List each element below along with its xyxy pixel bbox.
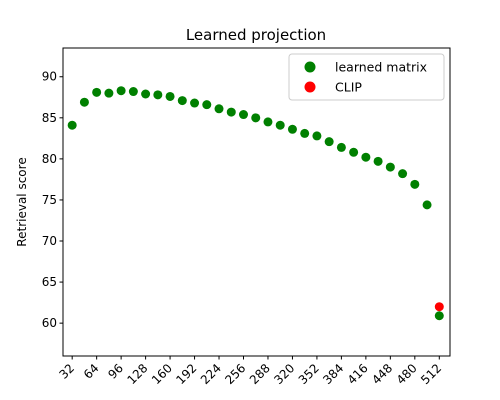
x-tick-label: 224 — [198, 361, 224, 387]
data-point — [141, 89, 151, 99]
legend-label: learned matrix — [335, 60, 427, 75]
x-tick-label: 352 — [296, 361, 322, 387]
data-point — [251, 113, 261, 123]
data-point — [373, 156, 383, 166]
data-point — [67, 120, 77, 130]
data-point — [312, 131, 322, 141]
y-tick-label: 90 — [42, 70, 57, 84]
data-point — [104, 88, 114, 98]
y-tick-label: 70 — [42, 234, 57, 248]
legend-marker — [304, 81, 316, 93]
data-points — [67, 86, 444, 321]
y-axis-label: Retrieval score — [15, 157, 29, 246]
x-tick-label: 32 — [56, 361, 77, 382]
data-point — [263, 117, 273, 127]
x-tick-label: 160 — [149, 361, 175, 387]
data-point — [202, 100, 212, 110]
data-point — [422, 200, 432, 210]
x-tick-label: 480 — [394, 361, 420, 387]
y-tick-label: 75 — [42, 193, 57, 207]
data-point — [287, 124, 297, 134]
data-point — [226, 107, 236, 117]
y-tick-label: 60 — [42, 316, 57, 330]
data-point — [410, 179, 420, 189]
data-point — [190, 98, 200, 108]
data-point — [214, 104, 224, 114]
legend-label: CLIP — [335, 80, 362, 95]
x-tick-label: 256 — [222, 361, 248, 387]
series-learned-matrix — [67, 86, 444, 321]
data-point — [324, 137, 334, 147]
x-tick-label: 320 — [271, 361, 297, 387]
y-tick-label: 80 — [42, 152, 57, 166]
data-point — [336, 142, 346, 152]
chart-title: Learned projection — [186, 26, 326, 44]
x-tick-label: 512 — [418, 361, 444, 387]
data-point — [79, 97, 89, 107]
data-point — [385, 162, 395, 172]
legend-marker — [304, 61, 316, 73]
data-point — [165, 91, 175, 101]
y-tick-label: 85 — [42, 111, 57, 125]
x-tick-label: 64 — [81, 361, 102, 382]
data-point — [153, 90, 163, 100]
x-tick-label: 384 — [320, 361, 346, 387]
series-clip — [434, 302, 444, 312]
data-point — [398, 169, 408, 179]
data-point — [361, 152, 371, 162]
data-point — [92, 87, 102, 97]
legend-box — [288, 53, 445, 101]
legend: learned matrix CLIP — [288, 53, 445, 101]
x-tick-label: 448 — [369, 361, 395, 387]
data-point — [177, 96, 187, 106]
x-tick-label: 128 — [124, 361, 150, 387]
data-point — [116, 86, 126, 96]
data-point — [349, 147, 359, 157]
x-tick-label: 288 — [247, 361, 273, 387]
data-point — [238, 110, 248, 120]
data-point — [300, 128, 310, 138]
plot-frame — [62, 47, 451, 357]
data-point — [128, 87, 138, 97]
y-tick-label: 65 — [42, 275, 57, 289]
x-tick-label: 96 — [105, 361, 126, 382]
data-point — [275, 120, 285, 130]
x-tick-label: 192 — [173, 361, 199, 387]
data-point — [434, 302, 444, 312]
x-tick-label: 416 — [345, 361, 371, 387]
data-point — [434, 311, 444, 321]
